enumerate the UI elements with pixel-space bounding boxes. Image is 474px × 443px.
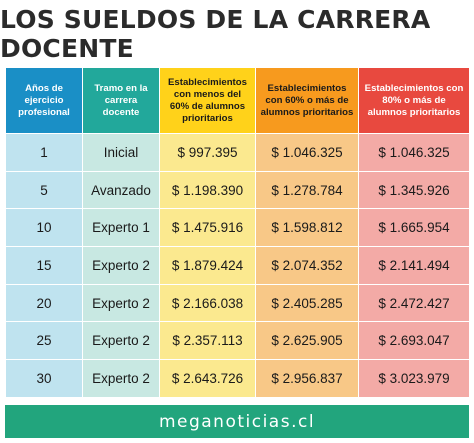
cell-salary-80-plus: $ 2.693.047 <box>359 322 470 361</box>
cell-years: 30 <box>6 360 83 398</box>
cell-salary-60-plus: $ 1.046.325 <box>256 134 359 172</box>
cell-salary-less-60: $ 997.395 <box>160 134 256 172</box>
cell-salary-less-60: $ 2.166.038 <box>160 284 256 323</box>
page-title: LOS SUELDOS DE LA CARRERA DOCENTE <box>0 5 431 63</box>
cell-tramo: Inicial <box>83 134 160 172</box>
cell-salary-80-plus: $ 1.345.926 <box>359 171 470 210</box>
cell-salary-80-plus: $ 2.141.494 <box>359 247 470 285</box>
cell-salary-less-60: $ 1.879.424 <box>160 247 256 285</box>
cell-years: 5 <box>6 171 83 210</box>
cell-salary-60-plus: $ 2.625.905 <box>256 322 359 361</box>
cell-years: 10 <box>6 209 83 248</box>
cell-years: 15 <box>6 247 83 285</box>
cell-salary-60-plus: $ 1.278.784 <box>256 171 359 210</box>
header-80-plus: Establecimientos con 80% o más de alumno… <box>359 68 470 134</box>
header-less-60: Establecimientos con menos del 60% de al… <box>160 68 256 134</box>
cell-tramo: Experto 2 <box>83 360 160 398</box>
cell-tramo: Experto 2 <box>83 322 160 361</box>
source-footer: meganoticias.cl <box>5 405 469 438</box>
cell-tramo: Avanzado <box>83 171 160 210</box>
cell-tramo: Experto 2 <box>83 284 160 323</box>
salary-table: Años de ejercicio profesional Tramo en l… <box>5 68 470 398</box>
cell-salary-less-60: $ 2.357.113 <box>160 322 256 361</box>
cell-salary-60-plus: $ 2.405.285 <box>256 284 359 323</box>
cell-salary-less-60: $ 2.643.726 <box>160 360 256 398</box>
cell-salary-60-plus: $ 2.074.352 <box>256 247 359 285</box>
cell-salary-60-plus: $ 2.956.837 <box>256 360 359 398</box>
cell-years: 25 <box>6 322 83 361</box>
cell-salary-80-plus: $ 3.023.979 <box>359 360 470 398</box>
cell-tramo: Experto 1 <box>83 209 160 248</box>
cell-years: 20 <box>6 284 83 323</box>
cell-salary-less-60: $ 1.198.390 <box>160 171 256 210</box>
cell-salary-less-60: $ 1.475.916 <box>160 209 256 248</box>
header-60-plus: Establecimientos con 60% o más de alumno… <box>256 68 359 134</box>
cell-salary-80-plus: $ 1.665.954 <box>359 209 470 248</box>
cell-salary-80-plus: $ 1.046.325 <box>359 134 470 172</box>
cell-tramo: Experto 2 <box>83 247 160 285</box>
cell-salary-80-plus: $ 2.472.427 <box>359 284 470 323</box>
header-years: Años de ejercicio profesional <box>6 68 83 134</box>
cell-years: 1 <box>6 134 83 172</box>
cell-salary-60-plus: $ 1.598.812 <box>256 209 359 248</box>
header-tramo: Tramo en la carrera docente <box>83 68 160 134</box>
